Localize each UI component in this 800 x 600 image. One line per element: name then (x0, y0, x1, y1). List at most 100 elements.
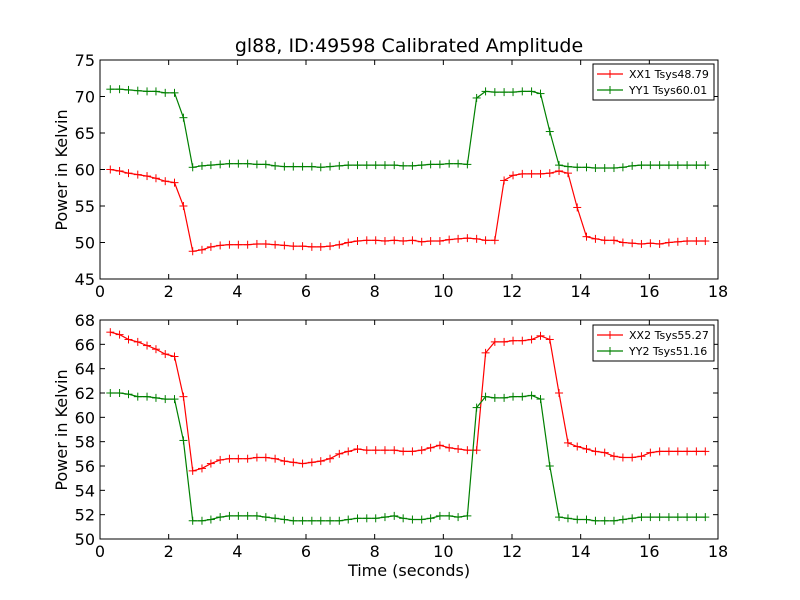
bottom-series-2-point (271, 514, 280, 523)
bottom-series-1-point (701, 447, 710, 456)
bottom-series-2-point (143, 392, 152, 401)
top-series-2-point (170, 88, 179, 97)
bottom-series-1-point (618, 453, 627, 462)
bottom-series-1-point (271, 454, 280, 463)
bottom-series-2-point (591, 516, 600, 525)
bottom-series-2-point (563, 514, 572, 523)
top-series-2-point (426, 160, 435, 169)
bottom-series-2-point (197, 516, 206, 525)
top-series-1-point (353, 237, 362, 246)
bottom-series-2-point (618, 515, 627, 524)
top-y-tick-label: 50 (75, 234, 95, 253)
top-series-1-point (216, 241, 225, 250)
bottom-series-2-point (490, 393, 499, 402)
top-series-1-point (701, 237, 710, 246)
top-series-1-point (280, 241, 289, 250)
top-series-1-point (380, 237, 389, 246)
top-series-1-point (206, 242, 215, 251)
top-x-tick-label: 18 (708, 282, 728, 301)
top-series-1-point (188, 247, 197, 256)
top-series-2-point (179, 113, 188, 122)
bottom-series-1-point (408, 447, 417, 456)
bottom-series-2-point (463, 511, 472, 520)
top-series-1-point (371, 236, 380, 245)
top-series-2-point (362, 161, 371, 170)
bottom-y-tick-label: 56 (75, 457, 95, 476)
bottom-series-1-point (106, 328, 115, 337)
bottom-series-1-point (445, 443, 454, 452)
top-y-tick-label: 75 (75, 51, 95, 70)
bottom-series-1-point (417, 446, 426, 455)
top-series-1-point (683, 237, 692, 246)
bottom-series-1-point (326, 454, 335, 463)
top-legend-label: YY1 Tsys60.01 (628, 84, 707, 97)
top-series-1-point (637, 239, 646, 248)
top-series-2-point (197, 161, 206, 170)
top-series-2-point (527, 87, 536, 96)
top-series-2-point (609, 164, 618, 173)
top-legend: XX1 Tsys48.79 YY1 Tsys60.01 (592, 63, 715, 101)
top-series-2-point (390, 161, 399, 170)
bottom-series-2-point (243, 511, 252, 520)
top-y-tick-label: 60 (75, 161, 95, 180)
top-series-1-point (243, 240, 252, 249)
top-series-2-point (481, 87, 490, 96)
bottom-series-2-point (435, 511, 444, 520)
top-series-1-point (536, 169, 545, 178)
bottom-x-tick-label: 18 (708, 542, 728, 561)
bottom-series-1-point (518, 336, 527, 345)
bottom-series-2-point (216, 513, 225, 522)
top-series-1-point (289, 242, 298, 251)
top-x-tick-label: 10 (433, 282, 453, 301)
bottom-subplot: Power in Kelvin Time (seconds) 0 2 4 6 8 10 12… (52, 311, 728, 580)
top-series-2-point (417, 161, 426, 170)
top-series-1-point (225, 240, 234, 249)
top-series-2-point (307, 162, 316, 171)
bottom-series-2-point (390, 511, 399, 520)
top-series-2-point (637, 161, 646, 170)
bottom-series-1-point (371, 446, 380, 455)
bottom-series-2-point (408, 515, 417, 524)
bottom-series-1-point (481, 348, 490, 357)
bottom-series-2-point (536, 395, 545, 404)
bottom-series-1-point (435, 441, 444, 450)
bottom-series-1-point (646, 448, 655, 457)
bottom-series-2-point (252, 511, 261, 520)
bottom-series-2-point (445, 511, 454, 520)
top-series-2-point (280, 162, 289, 171)
bottom-series-1-point (673, 447, 682, 456)
top-series-2-point (582, 163, 591, 172)
bottom-series-2-point (133, 392, 142, 401)
bottom-series-1-point (151, 345, 160, 354)
x-axis-label: Time (seconds) (347, 561, 470, 580)
top-series-2-point (646, 161, 655, 170)
bottom-series-2-point (582, 515, 591, 524)
top-series-1-point (628, 239, 637, 248)
top-series-2-point (545, 127, 554, 136)
bottom-y-tick-label: 68 (75, 311, 95, 330)
bottom-series-group (106, 328, 710, 525)
bottom-series-2-point (289, 516, 298, 525)
bottom-series-1-point (197, 464, 206, 473)
top-series-2-point (591, 164, 600, 173)
bottom-series-2-point (261, 513, 270, 522)
top-x-tick-label: 12 (502, 282, 522, 301)
top-series-1-point (646, 239, 655, 248)
top-series-1-point (170, 178, 179, 187)
top-x-tick-label: 8 (370, 282, 380, 301)
bottom-series-1-point (527, 335, 536, 344)
bottom-series-2-point (472, 403, 481, 412)
bottom-series-1-point (179, 392, 188, 401)
top-series-1-point (344, 238, 353, 247)
bottom-series-1-point (692, 447, 701, 456)
bottom-series-2-point (151, 393, 160, 402)
bottom-series-2-point (417, 515, 426, 524)
top-series-1-point (600, 236, 609, 245)
bottom-series-1-point (628, 453, 637, 462)
bottom-series-1-point (454, 444, 463, 453)
top-series-1-point (454, 234, 463, 243)
top-series-1-point (445, 235, 454, 244)
top-series-2-point (463, 160, 472, 169)
bottom-series-2-point (600, 516, 609, 525)
